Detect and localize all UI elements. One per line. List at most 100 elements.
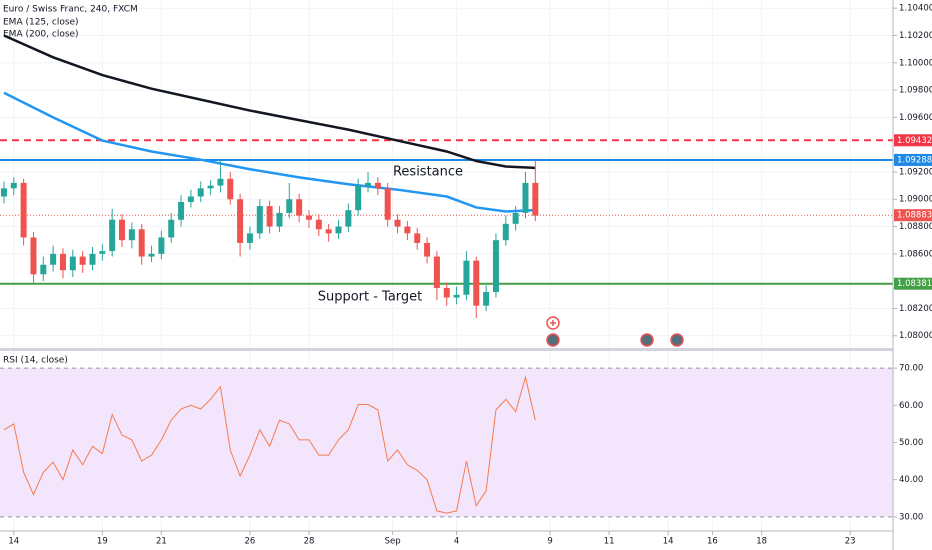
candle-body <box>335 226 342 234</box>
y-tick-label: 1.09000 <box>899 195 932 205</box>
x-tick-label: Sep <box>385 537 401 547</box>
price-label: 1.09432 <box>897 136 932 146</box>
price-label-box <box>894 277 932 290</box>
event-icon-plus <box>550 320 556 326</box>
event-icon[interactable] <box>640 333 654 347</box>
event-icon[interactable] <box>670 333 684 347</box>
candle-body <box>59 253 66 271</box>
annotation: Support - Target <box>318 290 423 305</box>
candle-body <box>128 229 135 241</box>
candle-body <box>99 251 106 254</box>
candles <box>0 159 539 318</box>
candle-body <box>79 256 86 265</box>
event-icon[interactable] <box>546 333 560 347</box>
candle-body <box>227 178 234 200</box>
ema-line <box>3 91 536 213</box>
candle-body <box>256 206 263 234</box>
candle-body <box>178 201 185 220</box>
candle-body <box>483 292 490 306</box>
candle-body <box>463 260 470 295</box>
y-tick-label: 1.09800 <box>899 86 932 96</box>
candle-body <box>374 182 381 189</box>
x-tick-label: 14 <box>8 537 19 547</box>
y-tick-label: 1.08800 <box>899 222 932 232</box>
price-label: 1.08883 <box>897 211 932 221</box>
price-label-box <box>894 153 932 166</box>
candle-body <box>365 182 372 186</box>
x-tick-label: 18 <box>756 537 767 547</box>
y-tick-label: 1.09600 <box>899 113 932 123</box>
chart-title: Euro / Swiss Franc, 240, FXCM <box>3 5 138 15</box>
candle-body <box>305 215 312 220</box>
price-label: 1.08381 <box>897 279 932 289</box>
candle-body <box>502 223 509 241</box>
candle-body <box>345 210 352 227</box>
candle-body <box>89 253 96 265</box>
candle-body <box>453 294 460 298</box>
x-tick-label: 4 <box>454 537 459 547</box>
x-tick-label: 19 <box>97 537 108 547</box>
candle-body <box>512 212 519 224</box>
candle-body <box>433 256 440 288</box>
indicator-lines <box>3 34 536 213</box>
x-tick-label: 14 <box>663 537 674 547</box>
candle-body <box>296 199 303 216</box>
y-tick-label: 30.00 <box>899 512 923 522</box>
candle-body <box>20 182 27 238</box>
candle-body <box>325 229 332 234</box>
y-tick-label: 1.08200 <box>899 304 932 314</box>
candle-body <box>384 188 391 220</box>
price-label-box <box>894 134 932 147</box>
rsi <box>3 375 536 514</box>
candle-body <box>532 182 539 216</box>
candle-body <box>237 199 244 243</box>
candle-body <box>158 237 165 254</box>
candle-body <box>355 185 362 211</box>
event-icons <box>546 316 684 347</box>
candle-body <box>187 196 194 202</box>
candle-body <box>0 188 7 197</box>
candle-body <box>69 256 76 271</box>
x-tick-label: 21 <box>156 537 167 547</box>
candle-body <box>217 178 224 186</box>
candle-body <box>40 264 47 275</box>
candle-body <box>148 253 155 257</box>
candle-body <box>266 206 273 227</box>
candle-body <box>246 233 253 243</box>
ema-line <box>3 34 536 170</box>
y-tick-label: 1.09200 <box>899 167 932 177</box>
candle-body <box>424 242 431 257</box>
candle-body <box>492 240 499 293</box>
candle-body <box>414 233 421 243</box>
candle-body <box>138 229 145 257</box>
x-tick-label: 11 <box>604 537 615 547</box>
candle-body <box>522 182 529 213</box>
legend-entry: EMA (125, close) <box>3 18 79 28</box>
candle-body <box>168 219 175 238</box>
candle-body <box>207 185 214 189</box>
x-tick-label: 9 <box>547 537 552 547</box>
x-tick-label: 16 <box>707 537 718 547</box>
candle-body <box>30 237 37 275</box>
price-label: 1.09288 <box>897 155 932 165</box>
y-tick-label: 1.10400 <box>899 4 932 14</box>
candle-body <box>443 287 450 298</box>
axes: 14 19 21 26 28 Sep 4 9 11 14 16 18 23 1.10400 1.10200 1… <box>8 4 932 547</box>
candle-body <box>276 212 283 227</box>
price-label-box <box>894 209 932 222</box>
candle-body <box>119 219 126 241</box>
x-tick-label: 23 <box>845 537 856 547</box>
pane-separator <box>0 348 893 351</box>
y-tick-label: 40.00 <box>899 475 923 485</box>
rsi-band <box>0 368 893 517</box>
x-tick-label: 28 <box>304 537 315 547</box>
candle-body <box>315 219 322 230</box>
candle-body <box>10 182 17 189</box>
y-tick-label: 1.08600 <box>899 249 932 259</box>
x-tick-label: 26 <box>245 537 256 547</box>
candle-body <box>109 219 116 252</box>
y-tick-label: 1.10200 <box>899 31 932 41</box>
y-tick-label: 1.08000 <box>899 331 932 341</box>
candle-body <box>50 253 57 265</box>
